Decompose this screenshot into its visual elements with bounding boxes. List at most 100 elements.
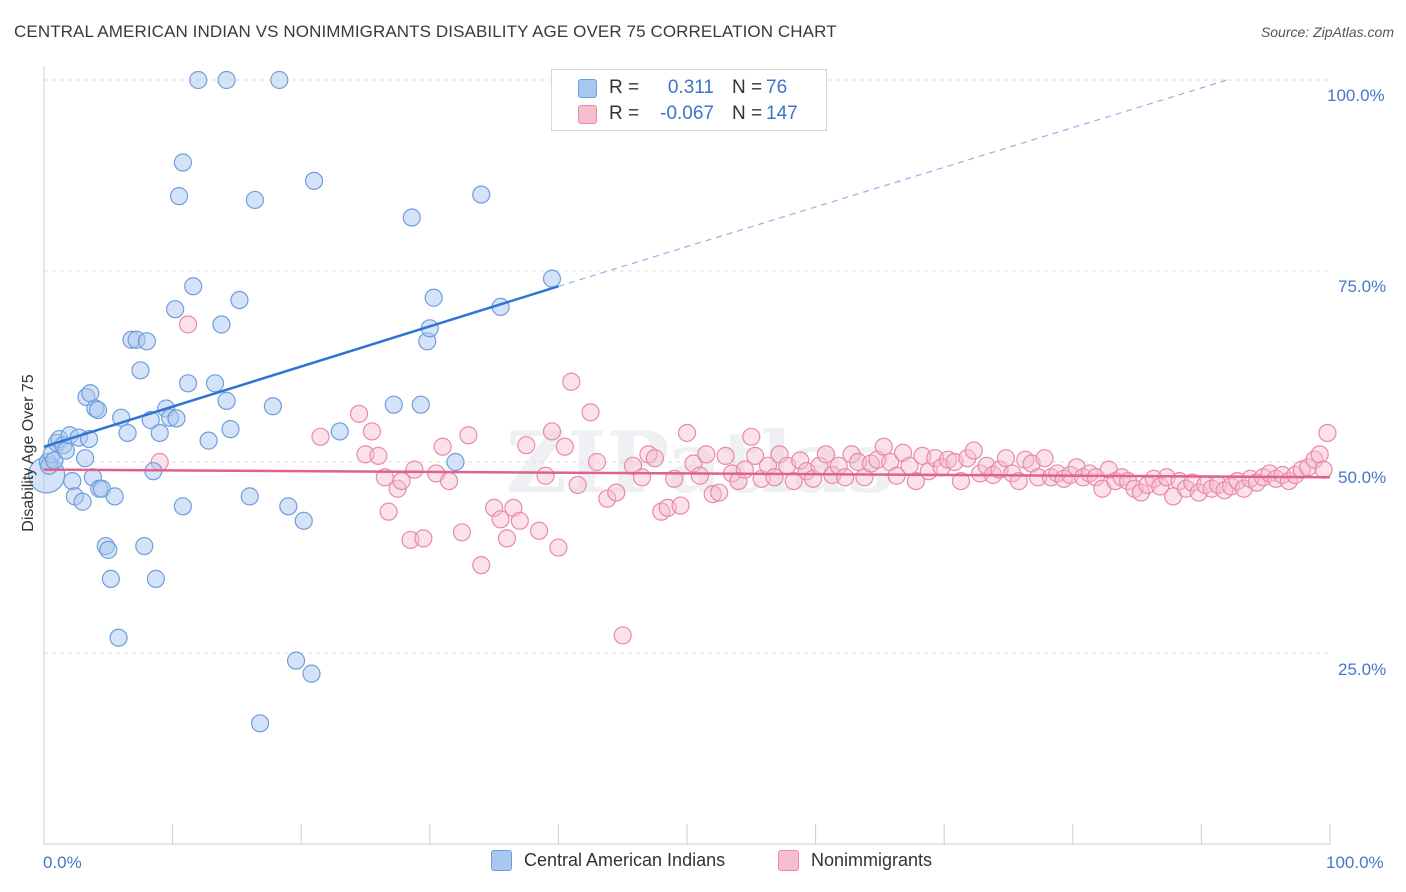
nonimmigrants-point xyxy=(581,403,600,422)
r-value: 0.311 xyxy=(667,77,714,98)
central-american-indians-point xyxy=(173,153,192,172)
nonimmigrants-point xyxy=(549,538,568,557)
nonimmigrants-point xyxy=(536,466,555,485)
legend-row-blue: R = 0.311 N = 76 xyxy=(552,75,826,101)
nonimmigrants-point xyxy=(1318,423,1337,443)
series-nonimmigrants xyxy=(150,315,1337,645)
nonimmigrants-point xyxy=(562,372,581,391)
nonimmigrants-point xyxy=(555,437,574,456)
nonimmigrants-point xyxy=(1305,450,1324,469)
nonimmigrants-point xyxy=(1009,472,1028,491)
central-american-indians-point xyxy=(76,449,95,468)
nonimmigrants-point xyxy=(1310,445,1329,464)
nonimmigrants-point xyxy=(842,445,861,464)
central-american-indians-point xyxy=(384,395,403,414)
central-american-indians-point xyxy=(446,452,465,472)
grid-lines xyxy=(44,79,1330,654)
central-american-indians-point xyxy=(184,277,203,296)
nonimmigrants-point xyxy=(645,449,664,468)
y-axis-label: Disability Age Over 75 xyxy=(20,374,37,532)
y-tick-label-75: 75.0% xyxy=(1338,277,1387,296)
nonimmigrants-point xyxy=(497,529,517,548)
nonimmigrants-point xyxy=(542,422,562,441)
chart-title: CENTRAL AMERICAN INDIAN VS NONIMMIGRANTS… xyxy=(14,22,837,41)
nonimmigrants-point xyxy=(1151,477,1170,496)
y-tick-label-100: 100.0% xyxy=(1327,86,1385,105)
series-legend: Central American Indians Nonimmigrants xyxy=(0,850,1406,880)
nonimmigrants-point xyxy=(690,466,709,485)
axes xyxy=(43,66,1331,845)
legend-swatch-pink xyxy=(778,850,799,871)
blue-trend-line xyxy=(43,285,559,448)
legend-label: Nonimmigrants xyxy=(811,850,933,870)
central-american-indians-point xyxy=(424,288,443,307)
x-tick-label-0: 0.0% xyxy=(43,853,82,872)
nonimmigrants-point xyxy=(379,502,398,521)
nonimmigrants-point xyxy=(433,437,452,456)
pink-trend-line xyxy=(43,468,1331,479)
nonimmigrants-point xyxy=(742,427,761,446)
central-american-indians-point xyxy=(542,269,562,288)
nonimmigrants-point xyxy=(791,451,810,470)
central-american-indians-point xyxy=(212,315,231,334)
central-american-indians-point xyxy=(178,374,198,393)
central-american-indians-point xyxy=(240,487,259,506)
legend-row-pink: R = -0.067 N = 147 xyxy=(552,101,826,127)
x-tick-label-100: 100.0% xyxy=(1326,853,1384,872)
nonimmigrants-point xyxy=(816,445,835,464)
central-american-indians-point xyxy=(105,487,124,506)
legend-swatch-pink xyxy=(578,105,597,124)
central-american-indians-point xyxy=(150,423,169,443)
nonimmigrants-point xyxy=(951,472,971,491)
nonimmigrants-point xyxy=(517,436,536,455)
central-american-indians-point xyxy=(294,511,313,530)
nonimmigrants-point xyxy=(414,529,433,548)
central-american-indians-point xyxy=(166,300,185,319)
central-american-indians-point xyxy=(118,423,137,443)
nonimmigrants-point xyxy=(784,472,803,491)
n-label: N = xyxy=(732,77,763,98)
y-tick-label-50: 50.0% xyxy=(1338,468,1387,487)
nonimmigrants-point xyxy=(710,483,729,502)
nonimmigrants-point xyxy=(836,468,855,487)
series-central-american-indians xyxy=(27,70,562,733)
nonimmigrants-point xyxy=(452,523,472,542)
central-american-indians-point xyxy=(101,569,120,588)
nonimmigrants-point xyxy=(362,422,382,441)
nonimmigrants-point xyxy=(510,511,529,530)
central-american-indians-point xyxy=(270,70,289,90)
nonimmigrants-point xyxy=(1131,483,1151,502)
nonimmigrants-point xyxy=(530,521,549,540)
central-american-indians-point xyxy=(135,536,154,556)
blue-trend-extension xyxy=(558,79,1228,287)
r-value: -0.067 xyxy=(660,103,714,124)
legend-swatch-blue xyxy=(491,850,512,871)
legend-item-nonimmigrants: Nonimmigrants xyxy=(778,850,932,871)
nonimmigrants-point xyxy=(369,446,388,465)
nonimmigrants-point xyxy=(178,315,198,334)
nonimmigrants-point xyxy=(1035,449,1054,468)
source-label: Source: ZipAtlas.com xyxy=(1260,24,1394,40)
nonimmigrants-point xyxy=(1314,460,1333,479)
nonimmigrants-point xyxy=(874,437,893,456)
central-american-indians-point xyxy=(304,171,324,190)
central-american-indians-point xyxy=(131,361,150,380)
central-american-indians-point xyxy=(230,290,249,310)
central-american-indians-point xyxy=(56,441,75,460)
nonimmigrants-point xyxy=(349,404,369,423)
correlation-legend: R = 0.311 N = 76 R = -0.067 N = 147 xyxy=(551,69,827,131)
nonimmigrants-point xyxy=(746,446,765,465)
nonimmigrants-point xyxy=(906,472,926,491)
n-label: N = xyxy=(732,103,763,124)
central-american-indians-point xyxy=(88,400,108,420)
nonimmigrants-point xyxy=(607,483,626,502)
nonimmigrants-point xyxy=(472,556,491,575)
nonimmigrants-point xyxy=(311,427,330,446)
central-american-indians-point xyxy=(81,384,100,403)
central-american-indians-point xyxy=(411,395,430,414)
central-american-indians-point xyxy=(173,497,192,516)
central-american-indians-point xyxy=(169,187,189,206)
central-american-indians-point xyxy=(472,185,491,204)
nonimmigrants-point xyxy=(1003,464,1022,483)
